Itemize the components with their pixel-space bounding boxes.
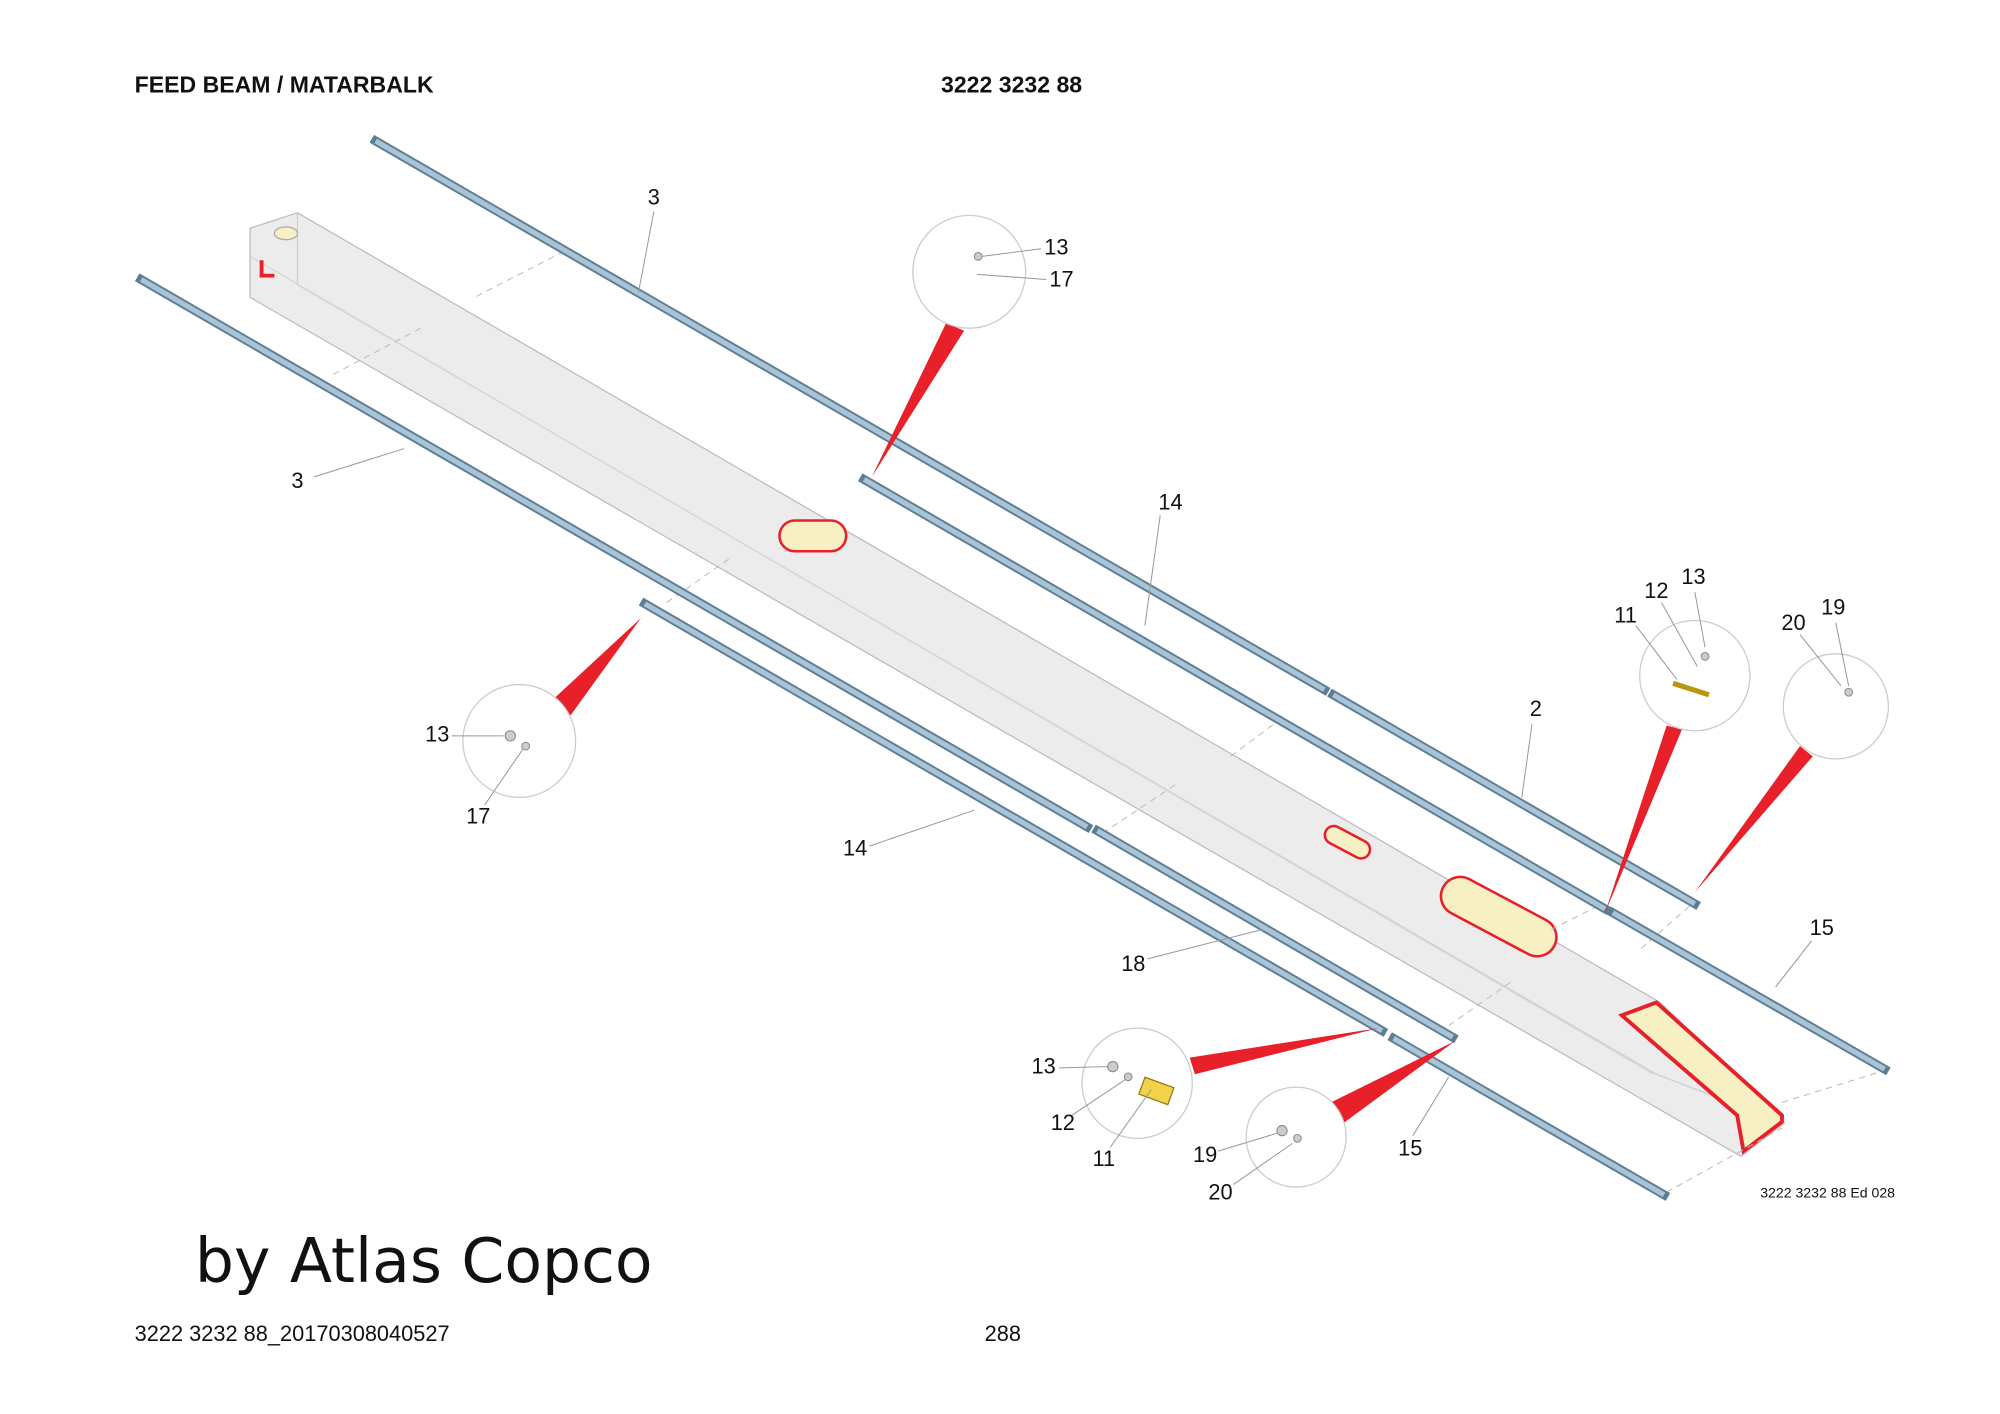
detail-pointer [1189, 1028, 1379, 1075]
watermark: by Atlas Copco [195, 1225, 653, 1297]
page-title: FEED BEAM / MATARBALK [135, 71, 434, 97]
document-id: 3222 3232 88_20170308040527 [135, 1321, 450, 1346]
callout-label: 11 [1614, 602, 1637, 627]
callout-label: 15 [1398, 1136, 1422, 1161]
callout-label: 20 [1208, 1179, 1232, 1204]
beam-cut [1618, 1000, 1784, 1155]
beam-edge [249, 255, 1655, 1075]
page-number: 288 [985, 1321, 1021, 1346]
callout-label: 18 [1121, 951, 1145, 976]
leader-line [313, 211, 1850, 1185]
callout-label: 13 [1031, 1054, 1055, 1079]
beam-cut [778, 519, 848, 553]
callout-label: 19 [1193, 1142, 1217, 1167]
callout-label: 19 [1821, 595, 1845, 620]
callout-label: 14 [843, 836, 867, 861]
detail-pointer [1605, 725, 1683, 913]
part-strip [1672, 680, 1710, 698]
callout-label: 11 [1093, 1146, 1116, 1171]
callout-label: 14 [1158, 490, 1182, 515]
detail-circle [912, 214, 1027, 329]
rails [134, 134, 1891, 1201]
detail-circle [462, 683, 577, 799]
rail [643, 601, 1384, 1033]
rail [374, 138, 1326, 692]
rail [1096, 828, 1454, 1040]
part-number: 3222 3232 88 [941, 71, 1082, 97]
callout-label: 20 [1781, 610, 1805, 635]
callout-label: 3 [291, 468, 303, 493]
callout-label: 13 [1044, 234, 1068, 259]
callout-label: 13 [425, 722, 449, 747]
detail-pointer [1694, 746, 1813, 893]
beam-hole [273, 226, 299, 241]
rail [1332, 692, 1697, 907]
callout-label: 3 [648, 184, 660, 209]
callout-label: 13 [1681, 564, 1705, 589]
beam-cut [1439, 875, 1558, 958]
beam-cut [1323, 824, 1372, 860]
assembly-line [333, 250, 1885, 1193]
fasteners [504, 252, 1854, 1143]
rail [1611, 910, 1886, 1072]
callout-label: 12 [1644, 578, 1668, 603]
labels: 3 3 13 17 14 13 17 14 11 12 13 20 19 2 15 18 13 12 11 19 20 1… [291, 184, 1845, 1204]
callout-label: 17 [1049, 266, 1073, 291]
detail-circle [1782, 653, 1890, 760]
detail-circle [1081, 1027, 1193, 1140]
callout-label: 17 [466, 804, 490, 829]
detail-pointer [553, 617, 642, 716]
detail-pointer [871, 323, 965, 477]
detail-circle [1639, 619, 1751, 732]
part-block [1138, 1076, 1175, 1106]
diagram [134, 134, 1891, 1201]
callout-label: 15 [1810, 915, 1834, 940]
beam-cut [259, 260, 275, 278]
rail [1392, 1036, 1666, 1198]
detail-pointer [1330, 1040, 1456, 1123]
rail [139, 277, 1089, 830]
callout-label: 2 [1530, 696, 1542, 721]
rail [862, 477, 1607, 912]
drawing-ref: 3222 3232 88 Ed 028 [1760, 1184, 1895, 1200]
callout-label: 12 [1051, 1110, 1075, 1135]
